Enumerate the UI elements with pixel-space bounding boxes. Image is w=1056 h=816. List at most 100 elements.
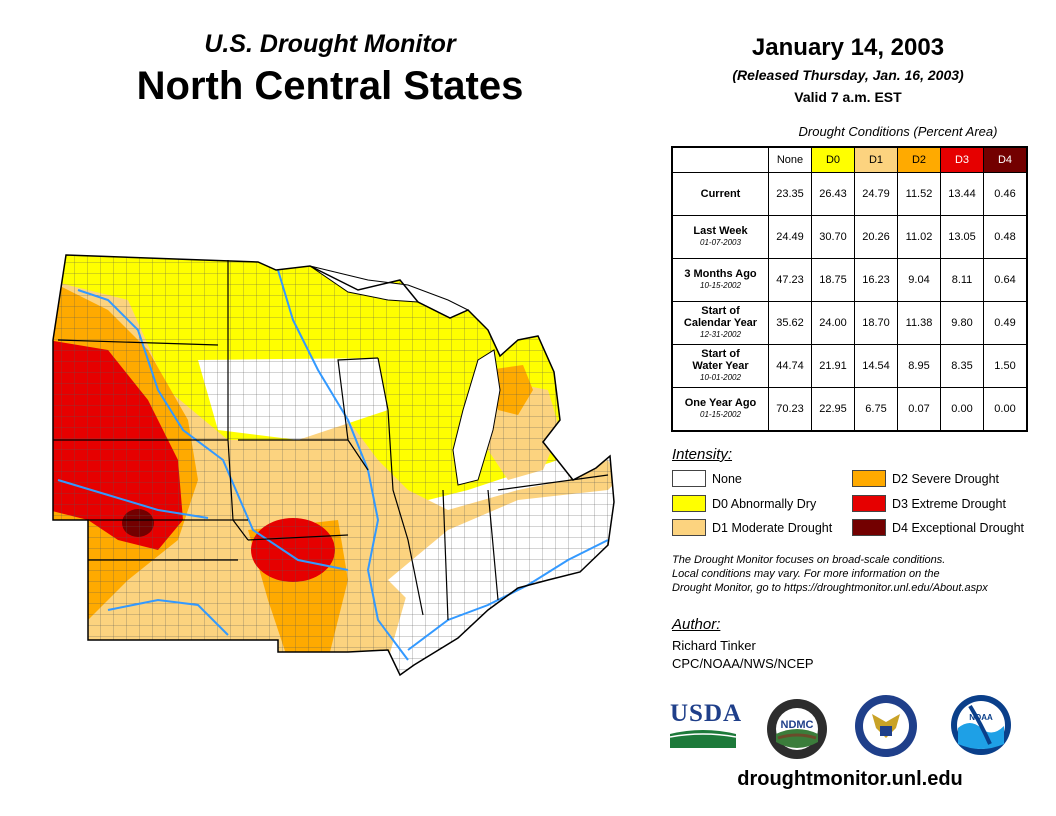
table-cell: 18.75 bbox=[811, 258, 855, 302]
legend-swatch bbox=[672, 470, 706, 487]
legend-label: None bbox=[712, 471, 742, 486]
table-cell: 9.04 bbox=[897, 258, 941, 302]
table-row-start-calendar-year: Start of Calendar Year 12-31-2002 35.62 24… bbox=[671, 301, 1028, 345]
table-cell: 24.79 bbox=[854, 172, 898, 216]
table-cell: 11.02 bbox=[897, 215, 941, 259]
table-cell: 20.26 bbox=[854, 215, 898, 259]
table-cell: 35.62 bbox=[768, 301, 812, 345]
col-header-d3: D3 bbox=[940, 146, 984, 173]
note-line: The Drought Monitor focuses on broad-sca… bbox=[672, 554, 946, 566]
row-label: Start of Calendar Year 12-31-2002 bbox=[671, 301, 769, 345]
legend-swatch bbox=[852, 519, 886, 536]
legend-label: D4 Exceptional Drought bbox=[892, 520, 1025, 535]
legend-label: D2 Severe Drought bbox=[892, 471, 1000, 486]
row-label: One Year Ago 01-15-2002 bbox=[671, 387, 769, 432]
table-cell: 0.00 bbox=[983, 387, 1028, 432]
table-cell: 11.38 bbox=[897, 301, 941, 345]
table-cell: 11.52 bbox=[897, 172, 941, 216]
legend-item-d3: D3 Extreme Drought bbox=[852, 495, 1006, 512]
col-header-d2: D2 bbox=[897, 146, 941, 173]
table-cell: 70.23 bbox=[768, 387, 812, 432]
table-cell: 26.43 bbox=[811, 172, 855, 216]
table-row-last-week: Last Week 01-07-2003 24.49 30.70 20.26 11… bbox=[671, 215, 1028, 259]
map-title: North Central States bbox=[136, 64, 524, 108]
ndmc-logo: NDMC bbox=[767, 699, 827, 759]
row-label: Start of Water Year 10-01-2002 bbox=[671, 344, 769, 388]
noaa-logo-text: NOAA bbox=[969, 713, 993, 722]
report-date: January 14, 2003 bbox=[751, 34, 945, 61]
table-cell: 23.35 bbox=[768, 172, 812, 216]
table-row-one-year-ago: One Year Ago 01-15-2002 70.23 22.95 6.75 … bbox=[671, 387, 1028, 432]
table-cell: 21.91 bbox=[811, 344, 855, 388]
table-cell: 0.64 bbox=[983, 258, 1028, 302]
legend-swatch bbox=[852, 495, 886, 512]
table-cell: 1.50 bbox=[983, 344, 1028, 388]
table-cell: 6.75 bbox=[854, 387, 898, 432]
col-header-d1: D1 bbox=[854, 146, 898, 173]
table-cell: 0.00 bbox=[940, 387, 984, 432]
table-cell: 18.70 bbox=[854, 301, 898, 345]
row-label: Last Week 01-07-2003 bbox=[671, 215, 769, 259]
legend-swatch bbox=[672, 495, 706, 512]
drought-conditions-table: None D0 D1 D2 D3 D4 Current 23.35 26.43 … bbox=[671, 146, 1028, 432]
river-missouri bbox=[77, 289, 349, 571]
legend-title: Intensity: bbox=[672, 446, 733, 463]
legend-label: D1 Moderate Drought bbox=[712, 520, 833, 535]
disclaimer-note: The Drought Monitor focuses on broad-sca… bbox=[672, 553, 1042, 595]
table-cell: 9.80 bbox=[940, 301, 984, 345]
legend-label: D3 Extreme Drought bbox=[892, 496, 1006, 511]
table-cell: 0.48 bbox=[983, 215, 1028, 259]
legend-item-d4: D4 Exceptional Drought bbox=[852, 519, 1024, 536]
legend-swatch bbox=[672, 519, 706, 536]
table-cell: 47.23 bbox=[768, 258, 812, 302]
author-org: CPC/NOAA/NWS/NCEP bbox=[672, 656, 814, 671]
legend-swatch bbox=[852, 470, 886, 487]
table-cell: 8.35 bbox=[940, 344, 984, 388]
river-arkansas bbox=[107, 598, 229, 636]
row-label: 3 Months Ago 10-15-2002 bbox=[671, 258, 769, 302]
col-header-d0: D0 bbox=[811, 146, 855, 173]
release-date: (Released Thursday, Jan. 16, 2003) bbox=[732, 67, 964, 83]
usda-logo: USDA bbox=[669, 700, 743, 750]
author-heading: Author: bbox=[672, 616, 721, 633]
legend-label: D0 Abnormally Dry bbox=[712, 496, 817, 511]
table-cell: 8.11 bbox=[940, 258, 984, 302]
author-name: Richard Tinker bbox=[672, 638, 756, 653]
legend-item-d0: D0 Abnormally Dry bbox=[672, 495, 816, 512]
river-platte bbox=[57, 479, 209, 519]
drought-map bbox=[52, 254, 615, 677]
usda-logo-mark bbox=[669, 730, 737, 748]
table-cell: 22.95 bbox=[811, 387, 855, 432]
table-cell: 13.44 bbox=[940, 172, 984, 216]
table-row-start-water-year: Start of Water Year 10-01-2002 44.74 21.91… bbox=[671, 344, 1028, 388]
site-url[interactable]: droughtmonitor.unl.edu bbox=[737, 768, 963, 790]
region-outline bbox=[52, 254, 615, 677]
valid-time: Valid 7 a.m. EST bbox=[794, 89, 902, 105]
legend-item-d1: D1 Moderate Drought bbox=[672, 519, 832, 536]
usda-logo-text: USDA bbox=[670, 700, 743, 727]
legend-item-d2: D2 Severe Drought bbox=[852, 470, 999, 487]
table-caption: Drought Conditions (Percent Area) bbox=[798, 124, 998, 139]
table-row-current: Current 23.35 26.43 24.79 11.52 13.44 0.… bbox=[671, 172, 1028, 216]
state-borders bbox=[53, 260, 609, 621]
table-cell: 24.00 bbox=[811, 301, 855, 345]
col-header-d4: D4 bbox=[983, 146, 1028, 173]
map-subtitle: U.S. Drought Monitor bbox=[204, 30, 456, 58]
county-grid bbox=[53, 255, 614, 675]
table-header-row: None D0 D1 D2 D3 D4 bbox=[672, 146, 1028, 173]
legend-item-none: None bbox=[672, 470, 742, 487]
table-cell: 13.05 bbox=[940, 215, 984, 259]
table-cell: 30.70 bbox=[811, 215, 855, 259]
row-label: Current bbox=[671, 172, 769, 216]
table-cell: 0.46 bbox=[983, 172, 1028, 216]
lake-michigan bbox=[452, 349, 501, 486]
table-cell: 44.74 bbox=[768, 344, 812, 388]
table-cell: 16.23 bbox=[854, 258, 898, 302]
header-blank-cell bbox=[672, 147, 769, 173]
noaa-logo: NOAA bbox=[951, 695, 1011, 755]
ndmc-logo-text: NDMC bbox=[781, 719, 814, 731]
table-cell: 0.49 bbox=[983, 301, 1028, 345]
col-header-none: None bbox=[768, 146, 812, 173]
table-cell: 0.07 bbox=[897, 387, 941, 432]
doc-seal-logo bbox=[855, 695, 917, 757]
